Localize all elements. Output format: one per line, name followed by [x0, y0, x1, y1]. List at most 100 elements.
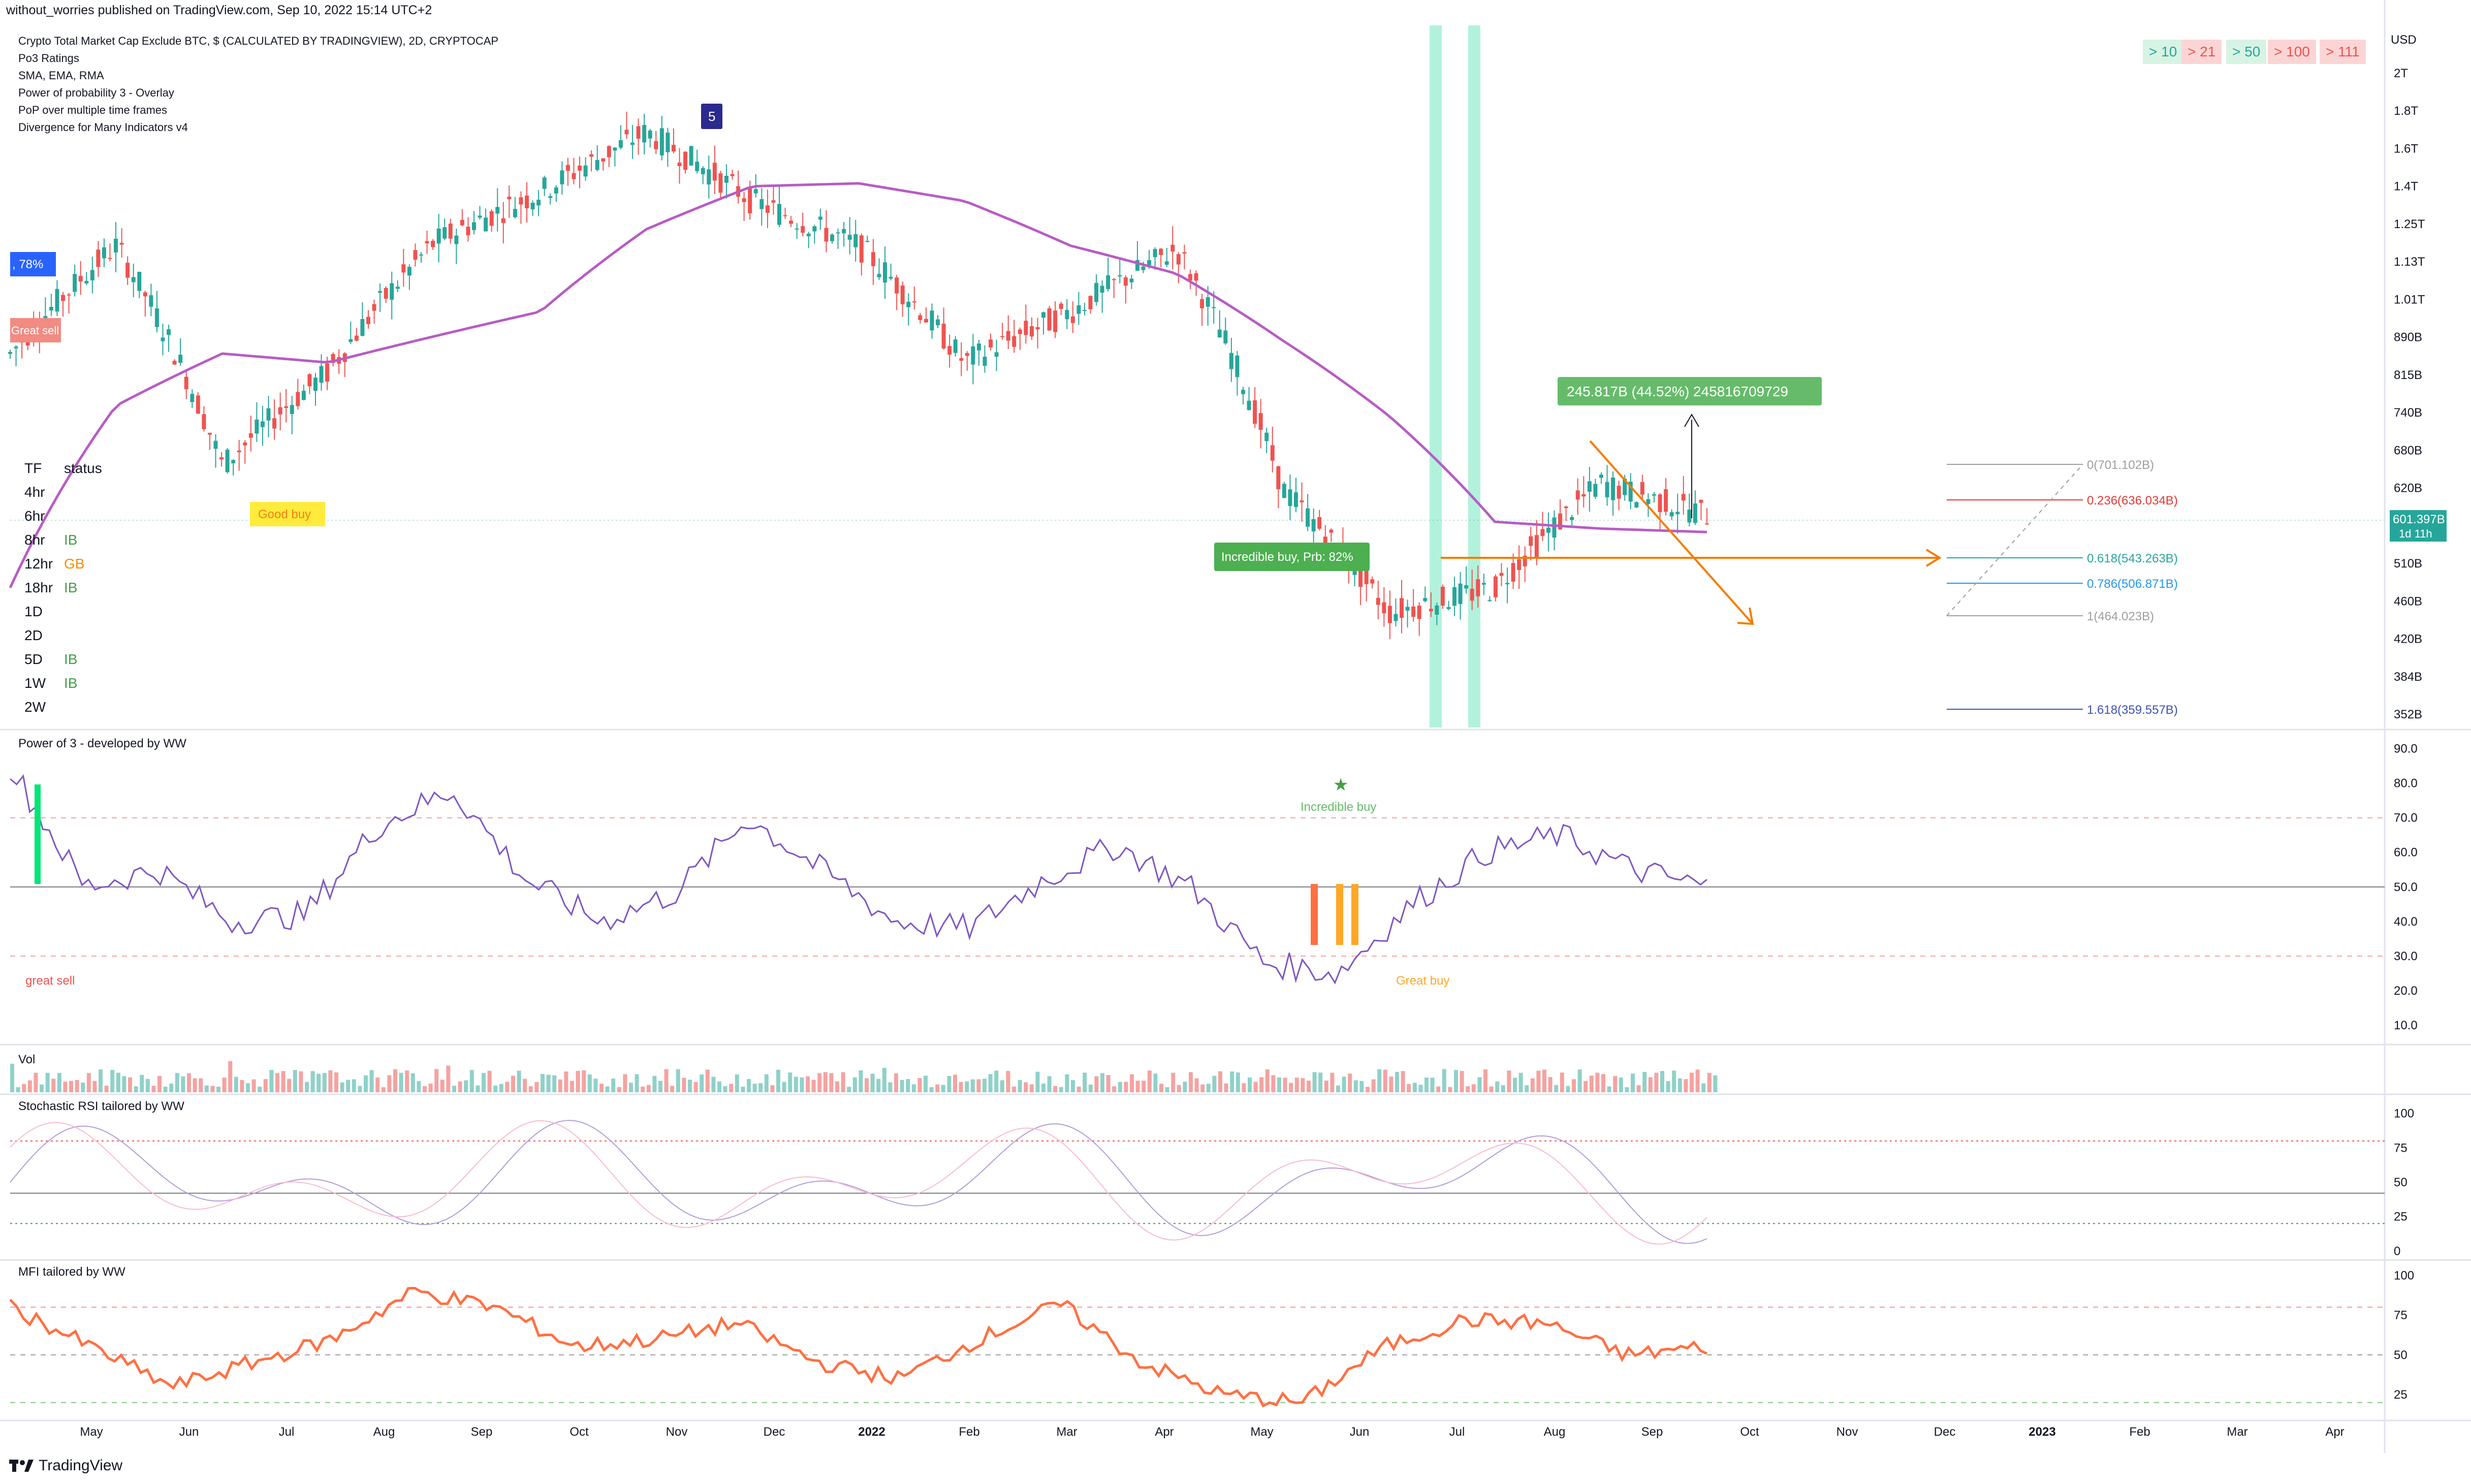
candle-body	[1200, 299, 1205, 308]
symbol-title[interactable]: Crypto Total Market Cap Exclude BTC, $ (…	[18, 35, 499, 47]
candle-body	[659, 128, 664, 155]
volume-bar	[770, 1085, 775, 1092]
candle-body	[1047, 308, 1052, 331]
volume-bar	[1625, 1087, 1629, 1092]
candle-body	[507, 197, 512, 200]
candle-body	[1417, 606, 1421, 619]
candle-body	[108, 258, 112, 259]
tradingview-brand[interactable]: TradingView	[39, 1457, 123, 1474]
candle-body	[795, 228, 799, 230]
time-label: Aug	[373, 1425, 395, 1439]
volume-bar	[204, 1085, 209, 1092]
candles	[8, 111, 1709, 639]
price-tick: 680B	[2394, 444, 2422, 457]
candle-body	[712, 163, 717, 181]
candle-body	[1317, 517, 1322, 529]
rating-badge[interactable]: > 10	[2143, 40, 2183, 64]
moving-average-line	[9, 182, 1707, 588]
volume-bar	[163, 1086, 168, 1092]
volume-bar	[865, 1078, 869, 1092]
candle-body	[1129, 278, 1134, 282]
po3-pane-title[interactable]: Power of 3 - developed by WW	[18, 737, 186, 750]
volume-bar	[57, 1073, 61, 1092]
rating-badge[interactable]: > 111	[2320, 40, 2366, 64]
volume-bar	[1218, 1071, 1222, 1092]
volume-bar	[741, 1086, 745, 1092]
volume-bar	[1100, 1073, 1104, 1092]
volume-bar	[1142, 1081, 1146, 1092]
indicator-pop-overlay[interactable]: Power of probability 3 - Overlay	[18, 86, 174, 99]
candle-body	[331, 354, 335, 363]
rating-badge[interactable]: > 21	[2181, 40, 2222, 64]
tf-table-header: TF status	[24, 456, 125, 480]
measure-label	[1558, 377, 1822, 405]
indicator-pop-multi-tf[interactable]: PoP over multiple time frames	[18, 104, 168, 116]
volume-bar	[99, 1069, 103, 1092]
candle-body	[1693, 503, 1697, 523]
candle-body	[1593, 484, 1598, 497]
candle-body	[301, 391, 306, 400]
candle-body	[578, 165, 582, 171]
candle-body	[624, 130, 629, 135]
rating-badge[interactable]: > 100	[2268, 40, 2316, 64]
volume-bar	[811, 1080, 816, 1092]
candle-body	[49, 307, 53, 311]
stoch-pane-title[interactable]: Stochastic RSI tailored by WW	[18, 1099, 184, 1113]
volume-bar	[1613, 1076, 1618, 1092]
candle-body	[1587, 481, 1592, 492]
volume-bar	[1418, 1085, 1423, 1092]
candle-body	[319, 366, 324, 383]
volume-bar	[611, 1079, 616, 1092]
candle-body	[1423, 598, 1428, 602]
candle-body	[495, 207, 500, 214]
volume-bar	[1701, 1083, 1706, 1092]
volume-bar	[1342, 1077, 1346, 1092]
volume-bar	[27, 1080, 32, 1092]
candle-body	[1223, 330, 1228, 343]
candle-body	[354, 335, 359, 341]
candle-body	[1658, 494, 1662, 512]
currency-label: USD	[2391, 33, 2417, 47]
time-label: Mar	[2227, 1425, 2247, 1439]
candle-body	[1387, 606, 1392, 623]
indicator-divergence[interactable]: Divergence for Many Indicators v4	[18, 121, 188, 134]
candle-body	[384, 288, 388, 299]
volume-bar	[1336, 1085, 1340, 1092]
mfi-pane-title[interactable]: MFI tailored by WW	[18, 1265, 125, 1279]
incredible-buy-star: ★	[1333, 775, 1348, 795]
volume-bar	[240, 1080, 244, 1092]
volume-bar	[263, 1079, 268, 1092]
measure-arrow-head	[1684, 414, 1699, 427]
good-buy-text: Good buy	[258, 508, 311, 521]
tf-header: TF	[24, 460, 42, 476]
po3-signal-bar	[1336, 884, 1343, 945]
left-blue-text: , 78%	[12, 258, 43, 271]
time-label: Dec	[1934, 1425, 1956, 1439]
time-label: Sep	[1641, 1425, 1663, 1439]
candle-body	[442, 227, 447, 239]
candle-body	[202, 414, 206, 429]
price-tick: 384B	[2394, 670, 2422, 684]
po3-incredible-buy-label: Incredible buy	[1301, 800, 1376, 814]
volume-bar	[1507, 1070, 1511, 1092]
volume-bar	[676, 1069, 680, 1092]
candle-body	[1100, 286, 1104, 293]
vol-pane-title[interactable]: Vol	[18, 1053, 36, 1066]
candle-body	[718, 173, 723, 193]
indicator-po3-ratings[interactable]: Po3 Ratings	[18, 52, 79, 65]
indicator-sma-ema-rma[interactable]: SMA, EMA, RMA	[18, 69, 104, 82]
volume-bar	[358, 1086, 362, 1092]
volume-bar	[51, 1079, 56, 1092]
volume-bar	[1112, 1086, 1117, 1092]
volume-bar	[1094, 1076, 1099, 1092]
candle-body	[419, 254, 423, 256]
rating-badge[interactable]: > 50	[2226, 40, 2267, 64]
fib-label: 0.236(636.034B)	[2087, 494, 2178, 508]
candle-body	[1493, 576, 1498, 597]
candle-body	[213, 440, 218, 449]
volume-bar	[788, 1072, 793, 1092]
volume-bar	[387, 1075, 392, 1092]
candle-body	[425, 241, 429, 244]
volume-bar	[965, 1081, 969, 1092]
volume-bar	[1230, 1071, 1234, 1092]
